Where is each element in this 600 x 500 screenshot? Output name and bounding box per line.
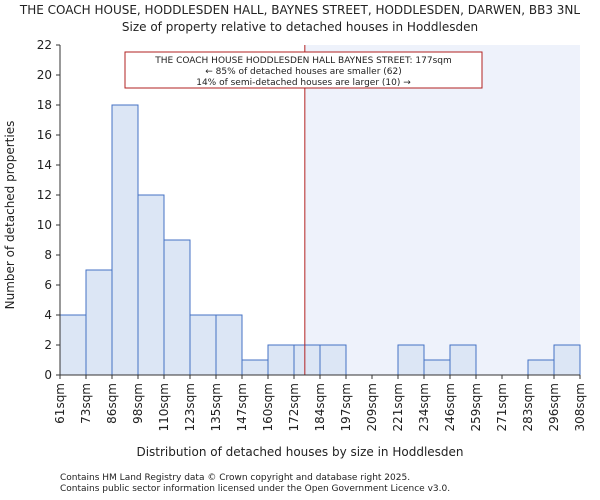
y-tick-label: 14: [37, 158, 52, 172]
x-tick-label: 296sqm: [547, 383, 561, 431]
bar-283sqm: [527, 359, 555, 376]
footer-line-1: Contains HM Land Registry data © Crown c…: [60, 473, 410, 483]
x-tick-label: 135sqm: [209, 383, 223, 431]
y-tick-label: 18: [37, 98, 52, 112]
x-tick-label: 61sqm: [53, 383, 67, 424]
bar-234sqm: [423, 359, 451, 376]
x-tick-label: 73sqm: [79, 383, 93, 424]
bar-135sqm: [215, 314, 243, 376]
x-tick-label: 246sqm: [443, 383, 457, 431]
bar-61sqm: [59, 314, 87, 376]
x-tick-label: 160sqm: [261, 383, 275, 431]
x-tick-label: 209sqm: [365, 383, 379, 431]
chart-subtitle: Size of property relative to detached ho…: [122, 20, 478, 34]
x-tick-label: 98sqm: [131, 383, 145, 424]
chart-title: THE COACH HOUSE, HODDLESDEN HALL, BAYNES…: [19, 3, 581, 17]
y-tick-label: 16: [37, 128, 52, 142]
x-tick-label: 259sqm: [469, 383, 483, 431]
x-tick-label: 86sqm: [105, 383, 119, 424]
x-tick-label: 197sqm: [339, 383, 353, 431]
y-tick-label: 10: [37, 218, 52, 232]
larger-region-highlight: [304, 45, 580, 375]
bar-296sqm: [553, 344, 581, 376]
x-tick-label: 184sqm: [313, 383, 327, 431]
x-tick-label: 234sqm: [417, 383, 431, 431]
x-tick-label: 308sqm: [573, 383, 587, 431]
bar-73sqm: [85, 269, 113, 376]
footer-line-2: Contains public sector information licen…: [60, 484, 450, 494]
bar-86sqm: [111, 104, 139, 376]
bar-110sqm: [163, 239, 191, 376]
y-tick-label: 0: [44, 368, 52, 382]
bar-147sqm: [241, 359, 269, 376]
x-tick-label: 110sqm: [157, 383, 171, 431]
y-tick-label: 6: [44, 278, 52, 292]
x-tick-label: 271sqm: [495, 383, 509, 431]
y-tick-label: 22: [37, 38, 52, 52]
x-tick-label: 123sqm: [183, 383, 197, 431]
annotation-line-3: 14% of semi-detached houses are larger (…: [196, 78, 411, 88]
bar-172sqm: [293, 344, 321, 376]
x-tick-label: 221sqm: [391, 383, 405, 431]
y-tick-label: 12: [37, 188, 52, 202]
bar-221sqm: [397, 344, 425, 376]
bar-184sqm: [319, 344, 347, 376]
annotation-box: [124, 51, 483, 89]
y-tick-label: 20: [37, 68, 52, 82]
annotation-line-1: THE COACH HOUSE HODDLESDEN HALL BAYNES S…: [154, 56, 452, 66]
y-tick-label: 2: [44, 338, 52, 352]
y-tick-label: 4: [44, 308, 52, 322]
bar-246sqm: [449, 344, 477, 376]
x-axis-label: Distribution of detached houses by size …: [136, 445, 463, 459]
annotation-line-2: ← 85% of detached houses are smaller (62…: [205, 67, 402, 77]
x-tick-label: 172sqm: [287, 383, 301, 431]
x-tick-label: 147sqm: [235, 383, 249, 431]
bar-160sqm: [267, 344, 295, 376]
bar-123sqm: [189, 314, 217, 376]
bar-98sqm: [137, 194, 165, 376]
x-tick-label: 283sqm: [521, 383, 535, 431]
y-tick-label: 8: [44, 248, 52, 262]
y-axis-label: Number of detached properties: [3, 121, 17, 310]
